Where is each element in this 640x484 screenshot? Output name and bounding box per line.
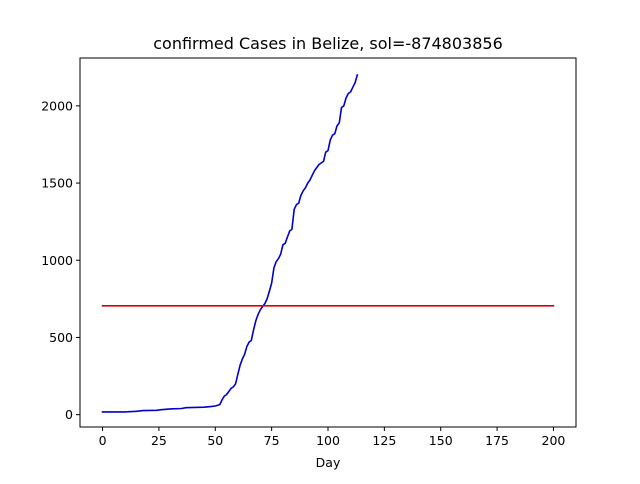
- x-tick-label: 25: [151, 433, 167, 448]
- series-layer: [101, 74, 555, 413]
- y-tick-label: 2000: [41, 98, 73, 113]
- x-tick-label: 150: [429, 433, 453, 448]
- y-tick-label: 500: [49, 330, 73, 345]
- y-axis: 0 500 1000 1500 2000: [41, 98, 80, 422]
- y-tick-label: 1500: [41, 176, 73, 191]
- x-tick-label: 50: [207, 433, 223, 448]
- x-tick-label: 100: [316, 433, 340, 448]
- x-tick-label: 75: [264, 433, 280, 448]
- plot-area-frame: [79, 57, 577, 428]
- y-tick-label: 0: [65, 407, 73, 422]
- x-tick-label: 125: [372, 433, 396, 448]
- x-axis: 0 25 50 75 100 125 150 175 200: [99, 427, 566, 448]
- series-line-1: [101, 74, 359, 413]
- x-tick-label: 200: [542, 433, 566, 448]
- y-tick-label: 1000: [41, 253, 73, 268]
- x-tick-label: 175: [485, 433, 509, 448]
- x-tick-label: 0: [99, 433, 107, 448]
- chart-title: confirmed Cases in Belize, sol=-87480385…: [153, 34, 503, 53]
- x-axis-label: Day: [316, 455, 341, 470]
